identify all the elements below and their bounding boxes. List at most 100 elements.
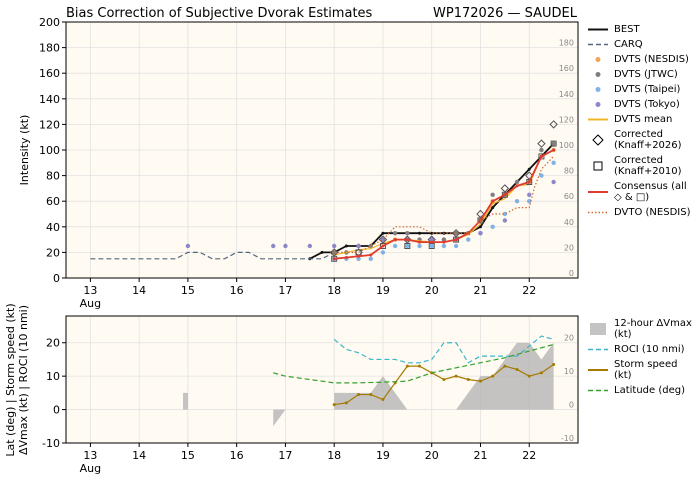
series-point-best	[381, 231, 385, 235]
series-point-dvts-tokyo	[356, 243, 361, 249]
x-tick-label: 18	[327, 449, 341, 462]
legend-swatch-corrected-knaff-2026	[592, 134, 604, 146]
series-point-consensus-all	[527, 180, 531, 184]
series-point-storm-speed-kt	[369, 393, 373, 397]
right-tick-label: 40	[564, 218, 574, 227]
right-tick-label: 100	[559, 141, 574, 150]
intensity-legend: BEST CARQ DVTS (NESDIS) DVTS (JTWC) DVTS (Ta…	[588, 24, 691, 218]
series-point-dvts-tokyo	[271, 243, 276, 249]
series-point-dvts-taipei	[490, 224, 495, 229]
series-point-storm-speed-kt	[357, 393, 361, 397]
series-point-dvts-tokyo	[307, 243, 313, 249]
x-tick-label: 17	[278, 284, 292, 297]
legend-label-line: ◇ & □)	[614, 192, 649, 203]
right-tick-label: 80	[564, 167, 574, 176]
intensity-panel: 0 20 40 60 80 100 120 140 160 180 200 0 20 40 60 80 100 1…	[18, 16, 579, 310]
legend-swatch-dvts-taipei	[595, 87, 601, 92]
series-point-dvts-tokyo	[283, 243, 288, 249]
x-month-label: Aug	[80, 297, 101, 310]
series-point-dvts-tokyo	[478, 231, 483, 236]
series-point-dvts-tokyo	[527, 192, 532, 197]
right-tick-label: 120	[559, 115, 574, 124]
y-tick-label: 100	[39, 144, 60, 157]
legend-label-dvts-nesdis: DVTS (NESDIS)	[614, 54, 689, 65]
series-line-latitude-deg	[273, 343, 554, 384]
legend-label-roci-10-nmi: ROCI (10 nmi)	[614, 344, 685, 355]
legend-label-line: DVTO (NESDIS)	[614, 207, 691, 218]
right-tick-label: 160	[559, 64, 574, 73]
series-point-dvts-jtwc	[453, 231, 459, 236]
legend-label-dvts-tokyo: DVTS (Tokyo)	[614, 99, 680, 110]
series-point-storm-speed-kt	[344, 401, 348, 405]
x-tick-label: 20	[425, 449, 439, 462]
series-point-dvts-taipei	[417, 243, 422, 249]
series-point-best	[527, 167, 531, 171]
legend-swatch-dvts-tokyo	[595, 102, 601, 107]
series-point-storm-speed-kt	[515, 367, 519, 371]
legend-swatch-dvts-jtwc	[595, 72, 601, 77]
right-tick-label: 20	[564, 334, 574, 343]
series-point-consensus-all	[418, 240, 422, 244]
series-point-consensus-all	[491, 199, 495, 203]
legend-label-line: DVTS (NESDIS)	[614, 54, 689, 65]
y-tick-label: 0	[53, 272, 60, 285]
right-tick-label: -10	[561, 434, 574, 443]
right-tick-label: 0	[569, 269, 574, 278]
y-tick-label: 200	[39, 16, 60, 29]
series-point-corrected-knaff-2010	[477, 217, 484, 224]
series-point-storm-speed-kt	[381, 398, 385, 402]
x-tick-label: 20	[425, 284, 439, 297]
legend-label-line: ROCI (10 nmi)	[614, 344, 685, 355]
series-point-corrected-knaff-2010	[538, 153, 545, 160]
series-point-dvts-tokyo	[331, 243, 337, 249]
series-point-dvts-taipei	[405, 243, 410, 249]
series-point-dvts-taipei	[441, 243, 447, 249]
y-tick-label: 10	[46, 370, 60, 383]
y-tick-label: -10	[42, 437, 60, 450]
environment-y-axis-label: Lat (deg) | Storm speed (kt) ΔVmax (kt) |…	[4, 303, 30, 456]
series-point-dvts-jtwc	[490, 192, 495, 197]
legend-label-line: DVTS (Taipei)	[614, 84, 681, 95]
series-point-dvts-taipei	[356, 256, 361, 261]
legend-label-carq: CARQ	[614, 39, 643, 50]
series-point-dvts-tokyo	[502, 218, 508, 223]
legend-label-line: (Knaff+2026)	[614, 140, 682, 151]
x-tick-label: 18	[327, 284, 341, 297]
series-point-corrected-knaff-2010	[501, 191, 508, 198]
series-point-best	[430, 231, 434, 235]
y-tick-label: 20	[46, 337, 60, 350]
legend-label-corrected-knaff-2026: Corrected (Knaff+2026)	[614, 129, 682, 151]
x-tick-label: 19	[376, 449, 390, 462]
legend-label-dvts-mean: DVTS mean	[614, 114, 672, 125]
environment-y-axis-label-line: Lat (deg) | Storm speed (kt)	[4, 303, 17, 456]
legend-label-line: Latitude (deg)	[614, 385, 685, 396]
series-point-consensus-all	[357, 254, 361, 258]
legend-label-best: BEST	[614, 24, 641, 35]
x-tick-label: 21	[473, 284, 487, 297]
intensity-y-axis-label: Intensity (kt)	[18, 115, 31, 186]
x-tick-label: 19	[376, 284, 390, 297]
series-point-consensus-all	[393, 238, 397, 242]
series-point-dvts-jtwc	[514, 179, 520, 185]
series-point-dvts-taipei	[429, 243, 434, 249]
series-point-dvts-taipei	[539, 173, 544, 178]
x-tick-label: 14	[132, 284, 146, 297]
series-point-best	[344, 244, 348, 248]
series-point-consensus-all	[344, 256, 348, 260]
series-point-corrected-knaff-2010	[404, 243, 411, 249]
x-tick-label: 21	[473, 449, 487, 462]
y-tick-label: 40	[46, 221, 60, 234]
y-tick-label: 160	[39, 67, 60, 80]
series-point-corrected-knaff-2026	[549, 120, 558, 129]
environment-frame	[65, 315, 579, 444]
series-point-dvts-jtwc	[392, 231, 398, 236]
series-point-best	[491, 206, 495, 210]
series-point-dvts-taipei	[453, 243, 459, 249]
x-tick-label: 13	[83, 284, 97, 297]
legend-label-12-hour-vmax-kt: 12-hour ΔVmax (kt)	[614, 318, 692, 340]
x-tick-label: 16	[230, 449, 244, 462]
y-tick-label: 120	[39, 118, 60, 131]
series-line-carq	[90, 251, 335, 260]
legend-label-line: Corrected	[614, 155, 663, 166]
